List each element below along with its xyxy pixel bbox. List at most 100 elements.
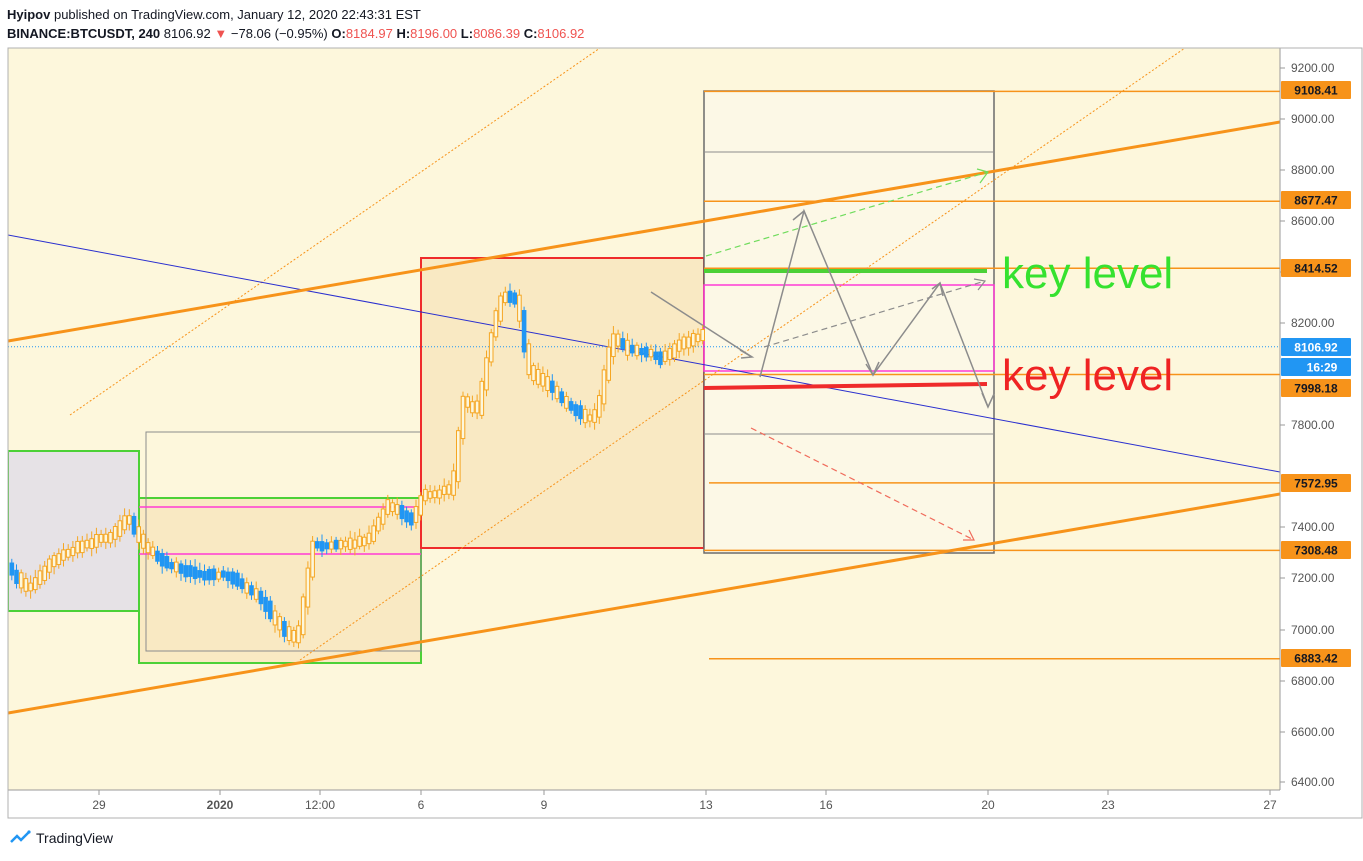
- candle[interactable]: [488, 332, 494, 363]
- candle[interactable]: [272, 610, 278, 626]
- key-level-red-bar[interactable]: [703, 382, 988, 390]
- dashed-red-arrow[interactable]: [750, 427, 975, 541]
- price-label[interactable]: 16:29: [1307, 361, 1338, 375]
- candle[interactable]: [371, 525, 376, 542]
- key-zone-box[interactable]: [703, 284, 995, 372]
- candle[interactable]: [446, 484, 452, 495]
- candle[interactable]: [390, 502, 395, 513]
- candle[interactable]: [188, 565, 193, 577]
- candle[interactable]: [676, 339, 682, 352]
- candle[interactable]: [658, 351, 663, 366]
- candle[interactable]: [75, 540, 80, 554]
- candle[interactable]: [479, 380, 485, 416]
- candle[interactable]: [629, 344, 635, 354]
- candle[interactable]: [413, 506, 419, 523]
- candle[interactable]: [51, 555, 57, 568]
- candle[interactable]: [268, 600, 273, 620]
- candle[interactable]: [418, 495, 423, 516]
- candle[interactable]: [42, 565, 48, 581]
- tradingview-logo-icon[interactable]: [10, 830, 32, 846]
- candle[interactable]: [300, 596, 306, 636]
- candle[interactable]: [578, 405, 583, 420]
- candle[interactable]: [432, 490, 438, 499]
- candle[interactable]: [700, 329, 706, 342]
- dashed-green-arrow[interactable]: [705, 171, 989, 257]
- candle[interactable]: [150, 546, 156, 557]
- price-label[interactable]: 8677.47: [1294, 194, 1338, 208]
- candle[interactable]: [625, 339, 630, 356]
- price-label[interactable]: 7308.48: [1294, 544, 1338, 558]
- candle[interactable]: [253, 588, 259, 600]
- candle[interactable]: [98, 533, 104, 543]
- candle[interactable]: [244, 582, 250, 594]
- candle[interactable]: [249, 585, 254, 596]
- candle[interactable]: [338, 539, 344, 550]
- candle[interactable]: [347, 537, 353, 550]
- candle[interactable]: [206, 568, 212, 581]
- candle[interactable]: [183, 565, 188, 578]
- candle[interactable]: [145, 542, 151, 554]
- candle[interactable]: [352, 539, 358, 549]
- candle[interactable]: [451, 470, 456, 496]
- candle[interactable]: [33, 577, 38, 591]
- candle[interactable]: [592, 409, 597, 423]
- channel-dotted-upper[interactable]: [69, 48, 601, 416]
- candle[interactable]: [399, 504, 405, 520]
- candle[interactable]: [80, 540, 85, 554]
- candle[interactable]: [192, 566, 198, 580]
- candle[interactable]: [648, 348, 654, 358]
- candle[interactable]: [9, 562, 15, 576]
- candle[interactable]: [61, 549, 66, 561]
- candle[interactable]: [263, 596, 268, 612]
- candle[interactable]: [277, 616, 282, 631]
- candle[interactable]: [672, 343, 677, 359]
- candle[interactable]: [460, 395, 466, 440]
- candle[interactable]: [70, 546, 76, 557]
- candle[interactable]: [380, 508, 386, 525]
- candle[interactable]: [197, 570, 203, 578]
- candle[interactable]: [545, 376, 550, 392]
- candle[interactable]: [103, 533, 109, 543]
- candle[interactable]: [23, 578, 29, 592]
- candle[interactable]: [94, 534, 99, 548]
- candle[interactable]: [235, 572, 240, 587]
- candle[interactable]: [521, 310, 527, 353]
- candle[interactable]: [573, 404, 579, 417]
- candle[interactable]: [644, 346, 649, 358]
- candle[interactable]: [296, 625, 301, 644]
- candle[interactable]: [517, 294, 522, 322]
- candle[interactable]: [164, 556, 170, 569]
- candle[interactable]: [686, 336, 691, 349]
- candle[interactable]: [18, 572, 24, 589]
- candle[interactable]: [662, 350, 668, 362]
- symbol-label[interactable]: BINANCE:BTCUSDT, 240: [7, 26, 161, 41]
- price-label[interactable]: 7572.95: [1294, 477, 1338, 491]
- candle[interactable]: [540, 373, 546, 387]
- candle[interactable]: [136, 526, 141, 543]
- channel-upper[interactable]: [8, 120, 1280, 343]
- candle[interactable]: [526, 343, 532, 376]
- candle[interactable]: [559, 391, 565, 404]
- candle[interactable]: [56, 553, 62, 566]
- candle[interactable]: [634, 344, 640, 357]
- candle[interactable]: [230, 571, 235, 585]
- candle[interactable]: [282, 620, 287, 637]
- candle[interactable]: [376, 516, 381, 532]
- candle[interactable]: [409, 512, 414, 526]
- candle[interactable]: [14, 569, 19, 584]
- candle[interactable]: [695, 333, 701, 343]
- brand-name[interactable]: TradingView: [36, 830, 114, 846]
- candle[interactable]: [310, 540, 315, 578]
- candle[interactable]: [174, 561, 179, 573]
- candle[interactable]: [178, 563, 184, 574]
- candle[interactable]: [394, 504, 400, 515]
- candle[interactable]: [615, 333, 621, 347]
- price-label[interactable]: 6883.42: [1294, 652, 1338, 666]
- candle[interactable]: [427, 491, 433, 499]
- candle[interactable]: [404, 510, 409, 523]
- candle[interactable]: [291, 629, 297, 643]
- candle[interactable]: [493, 310, 499, 338]
- candle[interactable]: [131, 515, 137, 535]
- channel-lower[interactable]: [8, 492, 1280, 715]
- candle[interactable]: [37, 570, 43, 585]
